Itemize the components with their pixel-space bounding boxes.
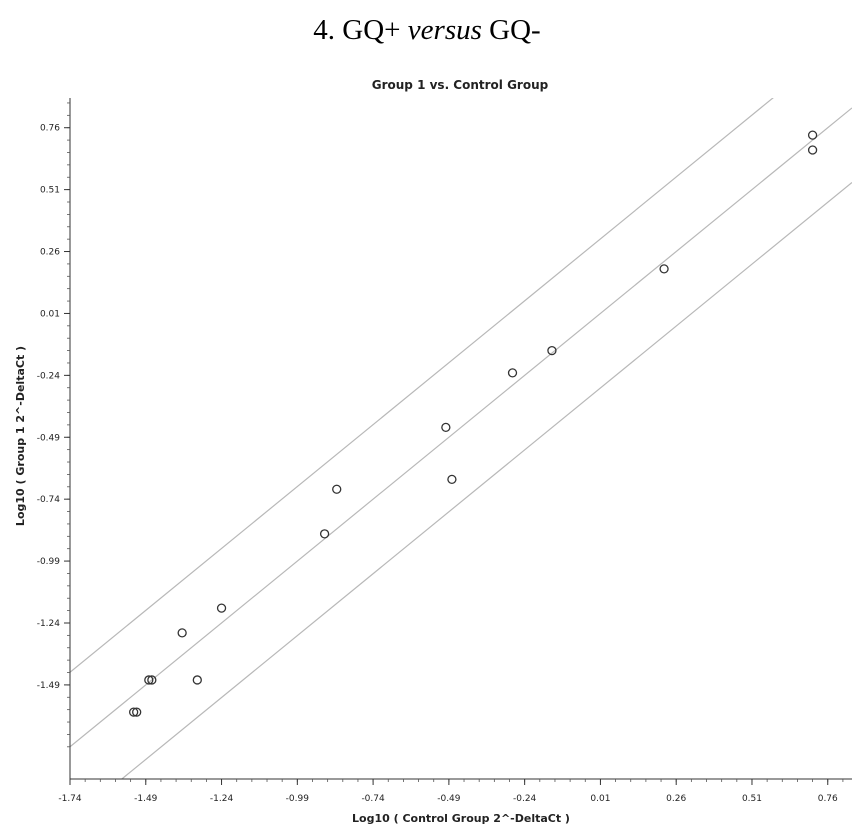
data-point — [147, 675, 157, 685]
data-point — [332, 484, 342, 494]
x-tick-label: -0.24 — [513, 794, 537, 804]
chart-title: Group 1 vs. Control Group — [372, 78, 549, 92]
data-point — [547, 345, 557, 356]
x-tick-label: -1.74 — [58, 794, 82, 804]
y-tick-label: -1.24 — [37, 619, 61, 629]
x-tick-label: -1.49 — [134, 794, 158, 804]
x-tick-label: -1.24 — [210, 794, 234, 804]
y-tick-label: -0.49 — [37, 433, 61, 443]
y-tick-label: 0.76 — [40, 124, 60, 134]
y-tick-label: -0.99 — [37, 557, 61, 567]
x-axis-label: Log10 ( Control Group 2^-DeltaCt ) — [352, 812, 570, 825]
y-tick-label: 0.01 — [40, 309, 60, 319]
data-point — [319, 529, 330, 539]
data-point — [507, 368, 518, 378]
y-tick-label: -0.74 — [37, 495, 61, 505]
x-tick-label: -0.49 — [437, 794, 461, 804]
heading-prefix: 4. GQ+ — [313, 14, 408, 46]
data-point — [192, 675, 202, 685]
y-axis-label: Log10 ( Group 1 2^-DeltaCt ) — [14, 346, 27, 526]
reference-line-1 — [70, 98, 774, 673]
figure-heading: 4. GQ+ versus GQ- — [0, 14, 854, 47]
data-point — [144, 675, 154, 685]
data-point — [129, 707, 139, 717]
data-point — [807, 130, 818, 140]
data-point — [216, 603, 227, 613]
data-point — [132, 707, 142, 717]
heading-suffix: GQ- — [481, 14, 541, 46]
y-tick-label: -0.24 — [37, 371, 61, 381]
y-tick-label: -1.49 — [37, 681, 61, 691]
x-tick-label: 0.76 — [818, 794, 838, 804]
data-point — [441, 422, 451, 433]
data-point — [807, 145, 818, 155]
y-tick-label: 0.51 — [40, 186, 60, 196]
reference-line-2 — [70, 107, 852, 748]
data-point — [177, 628, 187, 638]
reference-line-3 — [120, 181, 852, 779]
heading-italic: versus — [407, 14, 482, 46]
x-tick-label: 0.01 — [590, 794, 610, 804]
x-tick-label: -0.99 — [286, 794, 310, 804]
x-tick-label: 0.26 — [666, 794, 686, 804]
x-tick-label: 0.51 — [742, 794, 762, 804]
data-point — [659, 264, 669, 274]
y-tick-label: 0.26 — [40, 248, 60, 258]
x-tick-label: -0.74 — [361, 794, 385, 804]
plot-area: -1.74 -1.49 -1.24 -0.99 -0.74 -0.49 -0.24 0.01 0… — [37, 98, 852, 804]
data-point — [447, 474, 457, 485]
